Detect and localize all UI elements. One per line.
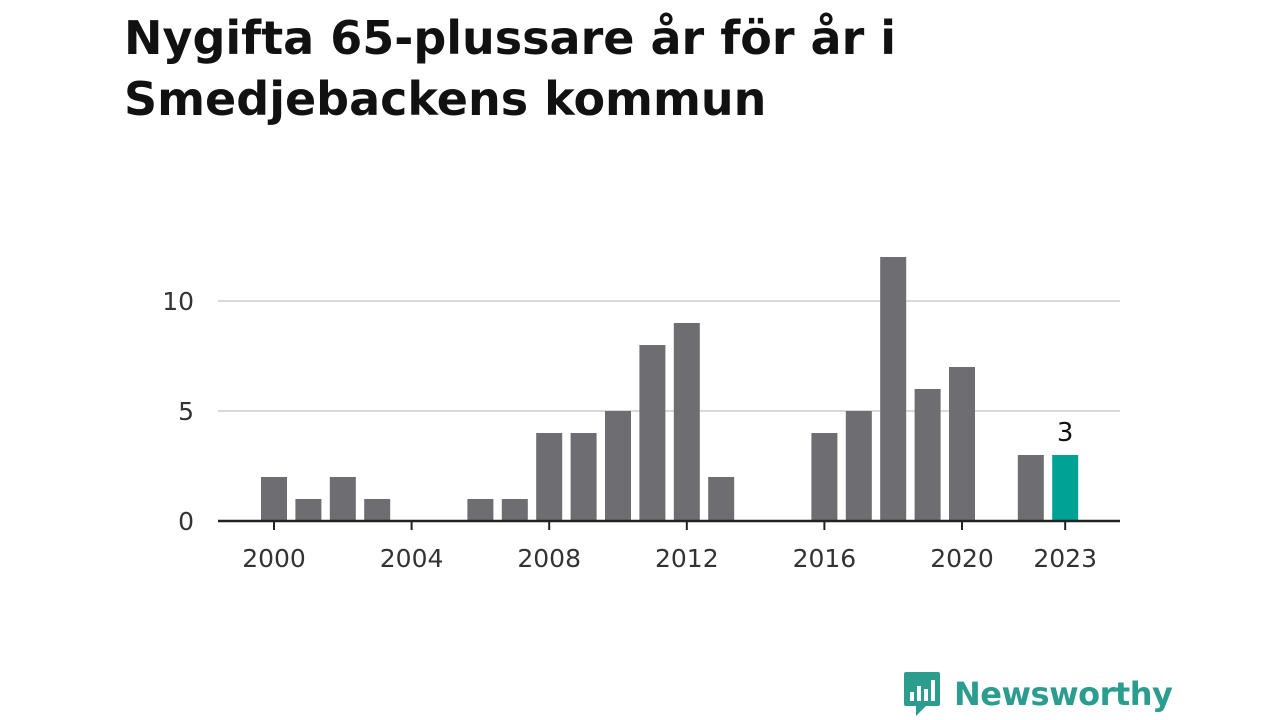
bar [880, 257, 907, 521]
bar [501, 499, 528, 521]
bar [605, 411, 631, 521]
chart-title: Nygifta 65-plussare år för år i Smedjeba… [124, 11, 897, 126]
x-tick-label: 2008 [517, 544, 581, 573]
y-tick-label: 10 [162, 287, 194, 316]
x-tick-label: 2000 [242, 544, 306, 573]
data-labels: 3 [1057, 418, 1074, 448]
bar [639, 345, 666, 521]
highlight-value-label: 3 [1057, 418, 1074, 448]
grid-lines [218, 300, 1120, 412]
bar [673, 323, 700, 521]
bar [536, 433, 563, 521]
brand-name: Newsworthy [954, 675, 1173, 713]
x-tick-label: 2004 [380, 544, 444, 573]
x-tick-label: 2016 [793, 544, 857, 573]
bar [364, 499, 391, 521]
x-tick-label: 2012 [655, 544, 719, 573]
y-tick-label: 5 [178, 397, 194, 426]
newsworthy-brand: Newsworthy [902, 670, 1173, 718]
x-tick-label: 2020 [930, 544, 994, 573]
bar [811, 433, 838, 521]
bar [1017, 455, 1044, 521]
bars [261, 257, 1079, 521]
x-tick-labels: 2000 2004 2008 2012 2016 2020 2023 [242, 544, 1097, 573]
bar [295, 499, 322, 521]
bar [845, 411, 872, 521]
bar [329, 477, 356, 521]
bar [949, 367, 975, 521]
y-tick-label: 0 [178, 507, 194, 536]
bar [467, 499, 494, 521]
bar-chart-speech-bubble-icon [904, 672, 940, 716]
x-tick-label: 2023 [1033, 544, 1097, 573]
bar [261, 477, 287, 521]
y-tick-labels: 0 5 10 [162, 287, 194, 536]
bar [570, 433, 597, 521]
bar [914, 389, 941, 521]
x-axis [218, 519, 1120, 530]
bar [708, 477, 735, 521]
bar-highlight [1052, 455, 1079, 521]
